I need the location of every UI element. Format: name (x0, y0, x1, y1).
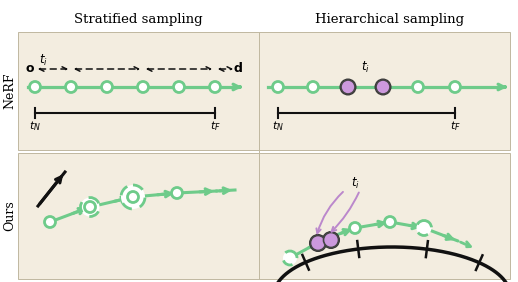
Text: $t_N$: $t_N$ (29, 119, 41, 133)
Circle shape (310, 235, 325, 250)
Circle shape (308, 81, 319, 92)
Circle shape (84, 202, 95, 213)
Circle shape (324, 232, 338, 248)
Text: $t_N$: $t_N$ (272, 119, 284, 133)
Circle shape (309, 234, 327, 252)
Circle shape (45, 217, 55, 228)
Circle shape (102, 81, 112, 92)
Circle shape (174, 81, 184, 92)
Text: $\mathbf{d}$: $\mathbf{d}$ (233, 61, 243, 75)
Text: Hierarchical sampling: Hierarchical sampling (315, 14, 465, 27)
Circle shape (416, 221, 431, 235)
Circle shape (80, 197, 99, 217)
Circle shape (350, 222, 361, 233)
Circle shape (341, 80, 355, 94)
Circle shape (283, 251, 297, 265)
Circle shape (450, 81, 461, 92)
Text: $\mathbf{o}$: $\mathbf{o}$ (25, 61, 35, 74)
Circle shape (209, 81, 221, 92)
Circle shape (376, 80, 390, 94)
Circle shape (30, 81, 40, 92)
Circle shape (137, 81, 149, 92)
Circle shape (339, 78, 356, 96)
Text: $t_F$: $t_F$ (210, 119, 221, 133)
Text: NeRF: NeRF (4, 73, 17, 109)
Circle shape (384, 217, 396, 228)
Circle shape (65, 81, 77, 92)
Bar (18, 153, 510, 279)
Circle shape (322, 231, 340, 249)
Text: $t_i$: $t_i$ (39, 52, 48, 68)
Text: $t_i$: $t_i$ (361, 60, 370, 74)
Text: Ours: Ours (4, 201, 17, 231)
Circle shape (375, 78, 392, 96)
Text: $t_i$: $t_i$ (351, 175, 359, 191)
Circle shape (272, 81, 283, 92)
Circle shape (121, 185, 145, 209)
Circle shape (127, 191, 138, 202)
Circle shape (412, 81, 424, 92)
Text: $t_F$: $t_F$ (450, 119, 461, 133)
Text: Stratified sampling: Stratified sampling (74, 14, 203, 27)
Circle shape (171, 188, 182, 199)
Bar (18, 32, 510, 150)
